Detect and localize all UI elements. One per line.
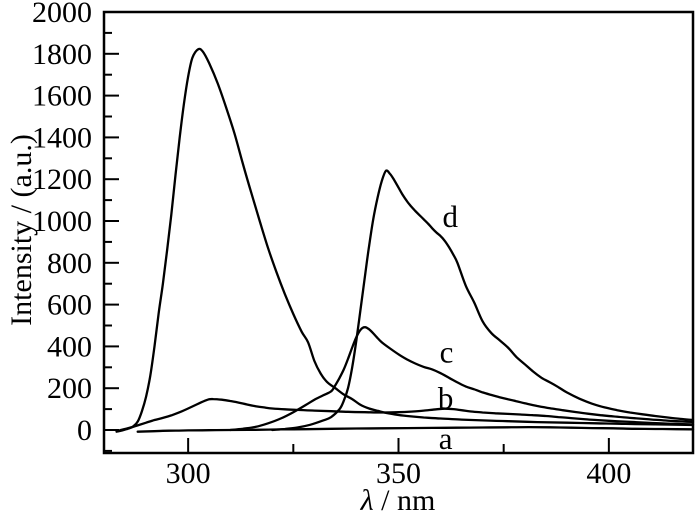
x-axis-title: λ / nm: [298, 484, 498, 515]
x-axis-unit: / nm: [373, 484, 436, 515]
curve-label-a: a: [439, 421, 453, 456]
lambda-symbol: λ: [360, 484, 374, 515]
curve-label-c: c: [440, 335, 454, 370]
y-tick-label: 200: [47, 372, 92, 405]
x-tick-label: 400: [586, 457, 631, 490]
y-tick-label: 0: [77, 414, 92, 447]
x-tick-label: 300: [166, 457, 211, 490]
y-tick-label: 400: [47, 330, 92, 363]
y-tick-label: 1000: [32, 205, 92, 238]
y-tick-label: 1800: [32, 38, 92, 71]
y-tick-label: 1400: [32, 121, 92, 154]
y-axis-title: Intensity / (a.u.): [5, 134, 38, 326]
y-tick-label: 2000: [32, 0, 92, 29]
y-tick-label: 600: [47, 289, 92, 322]
curve-b: [115, 397, 695, 433]
plot-frame: [102, 10, 695, 455]
curve-unlabeled: [115, 47, 695, 433]
curve-a: [136, 425, 695, 433]
curve-label-d: d: [442, 199, 458, 234]
y-tick-label: 800: [47, 247, 92, 280]
x-tick-label: 350: [376, 457, 421, 490]
y-tick-label: 1200: [32, 163, 92, 196]
y-tick-label: 1600: [32, 80, 92, 113]
curve-label-b: b: [438, 381, 454, 416]
curve-c: [229, 326, 695, 432]
curve-d: [271, 169, 695, 432]
